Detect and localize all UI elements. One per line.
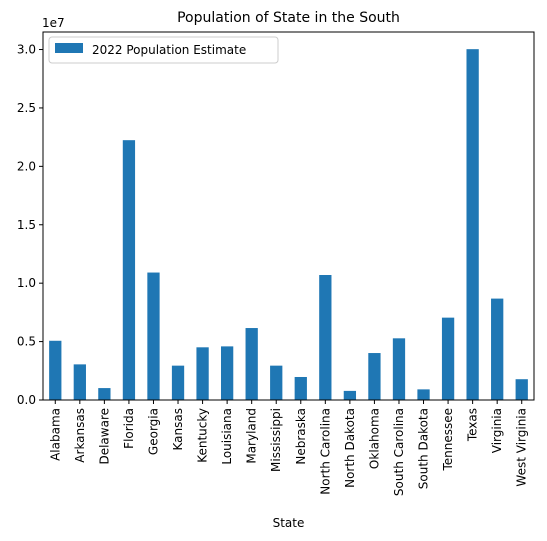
legend-swatch	[55, 43, 83, 53]
x-tick-label: Texas	[466, 408, 480, 442]
legend: 2022 Population Estimate	[48, 36, 279, 64]
y-tick-label: 1.0	[17, 276, 36, 290]
bar-south-carolina	[392, 338, 406, 400]
x-tick-label: Nebraska	[294, 408, 308, 465]
y-tick-label: 1.5	[17, 218, 36, 232]
x-tick-label: Maryland	[245, 408, 259, 464]
x-tick-label: Georgia	[146, 408, 160, 455]
x-axis-label: State	[273, 516, 305, 530]
bar-tennessee	[441, 317, 455, 400]
bar-florida	[122, 140, 136, 400]
y-tick-label: 2.5	[17, 101, 36, 115]
legend-label: 2022 Population Estimate	[92, 43, 246, 57]
bar-west-virginia	[515, 379, 528, 400]
x-tick-label: Virginia	[490, 408, 504, 453]
x-tick-label: North Carolina	[318, 408, 332, 495]
x-tick-label: Kentucky	[196, 408, 210, 463]
x-tick-label: Alabama	[48, 408, 62, 461]
x-tick-label: Tennessee	[441, 408, 455, 472]
bar-georgia	[147, 272, 160, 400]
x-tick-label: Louisiana	[220, 408, 234, 465]
legend-box	[48, 36, 279, 64]
x-tick-label: West Virginia	[515, 408, 529, 487]
x-tick-label: North Dakota	[343, 408, 357, 488]
y-tick-label: 0.5	[17, 335, 36, 349]
bar-north-dakota	[343, 390, 357, 400]
y-tick-label: 0.0	[17, 393, 36, 407]
y-offset-label: 1e7	[42, 16, 65, 30]
chart-title: Population of State in the South	[177, 10, 400, 26]
x-tick-label: Delaware	[97, 408, 111, 465]
bar-virginia	[491, 298, 504, 400]
x-tick-label: Arkansas	[73, 408, 87, 463]
bar-nebraska	[294, 376, 307, 400]
bar-delaware	[98, 388, 111, 400]
x-tick-label: Mississippi	[269, 408, 283, 472]
y-tick-label: 3.0	[17, 43, 36, 57]
x-tick-label: Oklahoma	[367, 408, 381, 469]
bar-oklahoma	[368, 353, 381, 400]
bar-kansas	[171, 365, 185, 400]
bars-group	[49, 49, 528, 401]
x-tick-label: South Dakota	[417, 408, 431, 489]
x-axis-ticks: Alabama Arkansas Delaware Florida Georgia Kan…	[48, 400, 529, 496]
bar-arkansas	[73, 364, 86, 400]
bar-north-carolina	[319, 275, 332, 400]
y-axis-ticks: 0.0 0.5 1.0 1.5 2.0 2.5 3.0	[17, 43, 43, 407]
x-tick-label: South Carolina	[392, 408, 406, 496]
bar-maryland	[245, 328, 258, 400]
bar-south-dakota	[417, 389, 430, 400]
bar-texas	[466, 49, 479, 401]
x-tick-label: Kansas	[171, 408, 185, 450]
y-tick-label: 2.0	[17, 159, 36, 173]
plot-frame	[42, 31, 535, 401]
bar-alabama	[49, 340, 62, 400]
bar-mississippi	[270, 365, 283, 400]
x-tick-label: Florida	[122, 408, 136, 449]
bar-kentucky	[196, 347, 209, 400]
bar-louisiana	[220, 346, 234, 400]
